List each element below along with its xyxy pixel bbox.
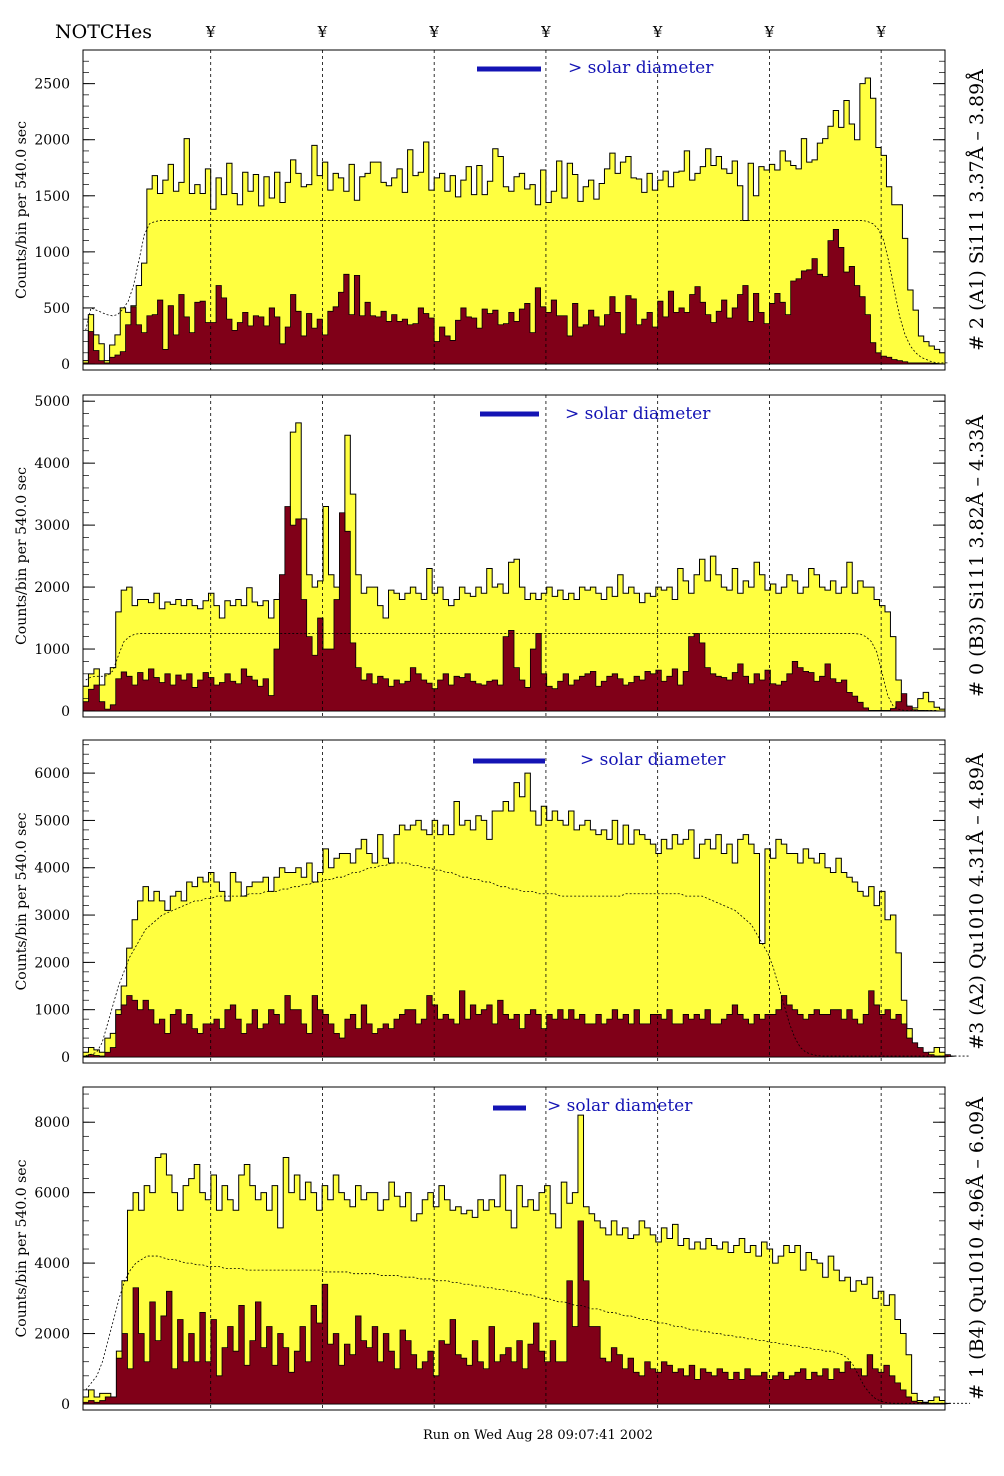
y-tick-label: 6000 <box>34 766 70 782</box>
y-tick-label: 0 <box>61 704 70 720</box>
histogram-panels: 0 500 1000 1500 2000 2500 Counts/bin per 540.0… <box>14 49 988 1413</box>
y-tick-label: 0 <box>61 1050 70 1066</box>
y-tick-label: 0 <box>61 1397 70 1413</box>
notch-marker-3: ¥ <box>428 23 439 41</box>
panel-2: 0 1000 2000 3000 4000 5000 Counts/bin per 540.… <box>14 394 988 720</box>
y-tick-label: 4000 <box>34 861 70 877</box>
y-tick-label: 3000 <box>34 908 70 924</box>
y-tick-label: 2000 <box>34 580 70 596</box>
notch-marker-1: ¥ <box>205 23 216 41</box>
panel-label: #3 (A2) Qu1010 4.31Å – 4.89Å <box>966 753 988 1050</box>
plot-frame <box>82 1086 946 1411</box>
y-tick-label: 5000 <box>34 394 70 410</box>
y-axis-label: Counts/bin per 540.0 sec <box>14 121 30 299</box>
y-tick-label: 2000 <box>34 1327 70 1343</box>
series-upper-histogram <box>82 1114 946 1405</box>
y-tick-label: 4000 <box>34 456 70 472</box>
series-lower-histogram <box>82 990 956 1058</box>
y-tick-label: 2500 <box>34 77 70 93</box>
y-tick-label: 1000 <box>34 1003 70 1019</box>
notches-label: NOTCHes <box>55 21 152 43</box>
series-upper-histogram <box>82 77 946 365</box>
y-tick-label: 1000 <box>34 245 70 261</box>
plot-frame <box>82 394 946 718</box>
panel-label: # 1 (B4) Qu1010 4.96Å – 6.09Å <box>966 1097 988 1400</box>
plot-frame <box>82 49 946 371</box>
run-timestamp: Run on Wed Aug 28 09:07:41 2002 <box>423 1428 653 1443</box>
series-model-curve <box>85 1255 971 1404</box>
y-tick-label: 4000 <box>34 1256 70 1272</box>
solar-diameter-note: > solar diameter <box>568 58 714 78</box>
series-model-curve <box>85 862 970 1057</box>
y-axis-label: Counts/bin per 540.0 sec <box>14 467 30 645</box>
panel-label: # 0 (B3) Si111 3.82Å – 4.33Å <box>966 415 988 697</box>
notch-marker-5: ¥ <box>652 23 663 41</box>
plot-frame <box>82 739 946 1064</box>
solar-diameter-note: > solar diameter <box>565 404 711 424</box>
series-upper-histogram <box>82 772 946 1058</box>
series-lower-histogram <box>82 229 946 365</box>
y-tick-label: 0 <box>61 357 70 373</box>
y-axis-label: Counts/bin per 540.0 sec <box>14 1159 30 1337</box>
notch-marker-4: ¥ <box>540 23 551 41</box>
y-tick-label: 2000 <box>34 955 70 971</box>
notch-marker-2: ¥ <box>317 23 328 41</box>
series-model-curve <box>85 220 948 364</box>
notch-markers: ¥ ¥ ¥ ¥ ¥ ¥ ¥ <box>205 23 886 41</box>
panel-label: # 2 (A1) Si111 3.37Å – 3.89Å <box>966 69 988 351</box>
panel-3: 0 1000 2000 3000 4000 5000 6000 Counts/bin per … <box>14 739 988 1066</box>
y-tick-label: 5000 <box>34 813 70 829</box>
notch-marker-6: ¥ <box>764 23 775 41</box>
solar-diameter-note: > solar diameter <box>580 750 726 770</box>
y-tick-label: 2000 <box>34 133 70 149</box>
y-tick-label: 6000 <box>34 1186 70 1202</box>
y-tick-label: 1000 <box>34 642 70 658</box>
series-lower-histogram <box>82 506 946 712</box>
y-tick-label: 3000 <box>34 518 70 534</box>
solar-diameter-note: > solar diameter <box>547 1096 693 1116</box>
series-lower-histogram <box>82 1220 951 1405</box>
y-tick-label: 500 <box>43 301 70 317</box>
panel-4: 0 2000 4000 6000 8000 Counts/bin per 540.0 se… <box>14 1086 988 1413</box>
y-tick-label: 1500 <box>34 189 70 205</box>
notch-marker-7: ¥ <box>875 23 886 41</box>
y-axis-label: Counts/bin per 540.0 sec <box>14 812 30 990</box>
y-tick-label: 8000 <box>34 1115 70 1131</box>
panel-1: 0 500 1000 1500 2000 2500 Counts/bin per 540.0… <box>14 49 988 373</box>
